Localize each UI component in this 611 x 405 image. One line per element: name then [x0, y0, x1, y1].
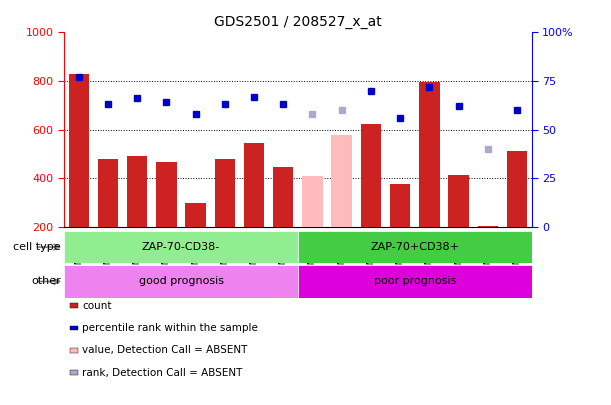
Bar	[331, 135, 352, 227]
Bar	[419, 82, 439, 227]
Bar	[127, 156, 147, 227]
Bar	[64, 265, 298, 298]
Text: percentile rank within the sample: percentile rank within the sample	[82, 323, 258, 333]
Bar	[298, 231, 532, 263]
Bar	[185, 202, 206, 227]
Text: value, Detection Call = ABSENT: value, Detection Call = ABSENT	[82, 345, 248, 355]
Text: cell type: cell type	[13, 242, 61, 252]
Bar	[298, 265, 532, 298]
Bar	[214, 159, 235, 227]
Bar	[360, 124, 381, 227]
Text: rank, Detection Call = ABSENT: rank, Detection Call = ABSENT	[82, 368, 243, 377]
Bar	[302, 176, 323, 227]
Text: count: count	[82, 301, 112, 311]
Text: other: other	[31, 277, 61, 286]
Bar	[478, 226, 498, 227]
Bar	[156, 162, 177, 227]
Text: poor prognosis: poor prognosis	[373, 277, 456, 286]
Text: ZAP-70+CD38+: ZAP-70+CD38+	[370, 242, 459, 252]
Text: ZAP-70-CD38-: ZAP-70-CD38-	[142, 242, 220, 252]
Bar	[448, 175, 469, 227]
Bar	[273, 167, 293, 227]
Title: GDS2501 / 208527_x_at: GDS2501 / 208527_x_at	[214, 15, 382, 29]
Bar	[244, 143, 265, 227]
Bar	[507, 151, 527, 227]
Text: good prognosis: good prognosis	[139, 277, 224, 286]
Bar	[98, 159, 118, 227]
Bar	[390, 183, 411, 227]
Bar	[68, 74, 89, 227]
Bar	[64, 231, 298, 263]
